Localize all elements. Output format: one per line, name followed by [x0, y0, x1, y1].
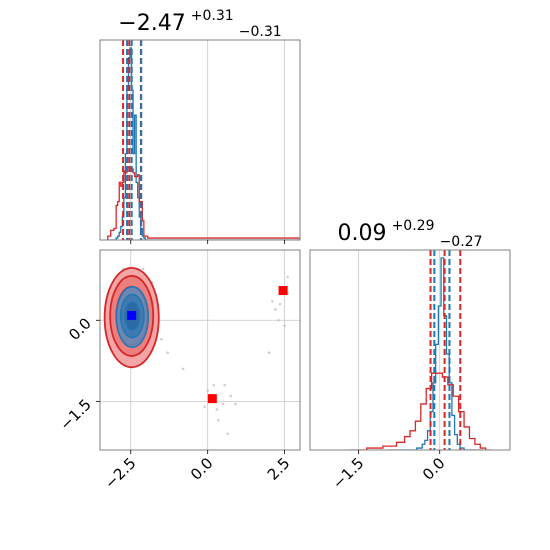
- scatter-point: [229, 394, 233, 398]
- red-marker: [278, 286, 288, 296]
- scatter-point: [223, 383, 226, 387]
- y-tick-label: 0.0: [65, 314, 95, 344]
- scatter-point: [278, 302, 282, 306]
- title-median: 0.09: [338, 221, 387, 246]
- panel-frame: [99, 39, 301, 241]
- scatter-point: [271, 300, 274, 303]
- scatter-point: [267, 351, 271, 355]
- x-tick-label: 0.0: [187, 454, 217, 484]
- scatter-point: [215, 408, 219, 411]
- panel-title-param2: 0.09 +0.29 −0.27: [338, 215, 483, 250]
- title-upper-error: +0.29: [392, 218, 435, 234]
- y-tick-label: −1.5: [56, 395, 94, 433]
- scatter-point: [206, 389, 209, 392]
- panel-title-param1: −2.47 +0.31 −0.31: [118, 5, 281, 40]
- title-median: −2.47: [118, 11, 185, 36]
- scatter-point: [203, 405, 206, 409]
- panel-frame: [309, 249, 511, 451]
- scatter-point: [141, 267, 145, 271]
- histogram-red-series: [350, 372, 492, 450]
- scatter-point: [217, 418, 220, 422]
- scatter-point: [283, 324, 286, 327]
- scatter-point: [160, 337, 163, 341]
- title-upper-error: +0.31: [191, 8, 234, 24]
- scatter-point: [286, 275, 289, 279]
- marginal-panel-param2: −1.5 0.0 0.09 +0.29 −0.27: [309, 215, 511, 493]
- scatter-point: [221, 402, 225, 406]
- panel-frame: [99, 249, 301, 451]
- marginal-panel-param1: −2.47 +0.31 −0.31: [99, 5, 301, 244]
- scatter-point: [226, 432, 229, 436]
- scatter-point: [181, 367, 185, 371]
- histogram-blue-series: [388, 257, 483, 450]
- red-marker: [207, 394, 217, 404]
- x-tick-label: 0.0: [419, 454, 449, 484]
- scatter-point: [212, 383, 216, 387]
- scatter-point: [277, 318, 280, 322]
- x-tick-label: −2.5: [101, 454, 139, 492]
- scatter-point: [166, 351, 169, 355]
- scatter-point: [274, 308, 277, 311]
- title-lower-error: −0.31: [239, 24, 282, 40]
- histogram-blue-series: [107, 47, 300, 240]
- x-tick-label: −1.5: [329, 454, 367, 492]
- title-lower-error: −0.27: [440, 234, 483, 250]
- scatter-point: [234, 402, 237, 406]
- blue-marker: [127, 310, 137, 320]
- joint-panel: −2.5 0.0 2.5 0.0 −1.5: [56, 249, 301, 493]
- x-tick-label: 2.5: [264, 454, 294, 484]
